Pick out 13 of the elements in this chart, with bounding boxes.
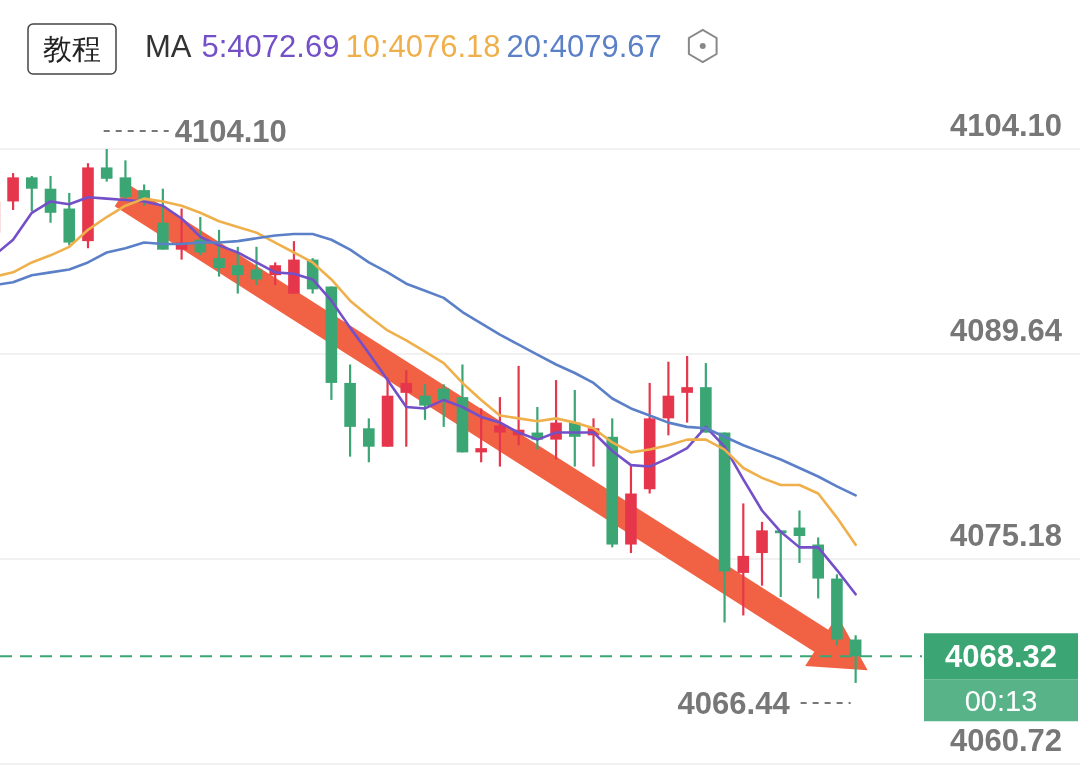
button: 教程 [27, 23, 117, 75]
ref-line-label: 4068.32 [944, 639, 1058, 675]
legend-title: MA [145, 29, 192, 64]
annotation: 4066.44 [677, 685, 791, 721]
annotation: 4104.10 [174, 114, 287, 149]
y-tick-label: 4060.72 [949, 723, 1062, 758]
y-tick-label: 4104.10 [949, 108, 1062, 143]
text: 00:13 [964, 685, 1038, 718]
y-tick-label: 4089.64 [949, 313, 1063, 348]
text: 10:4076.18 [345, 29, 501, 64]
y-tick-label: 4075.18 [949, 518, 1062, 553]
text: 20:4079.67 [506, 29, 662, 64]
text: 5:4072.69 [201, 29, 340, 64]
